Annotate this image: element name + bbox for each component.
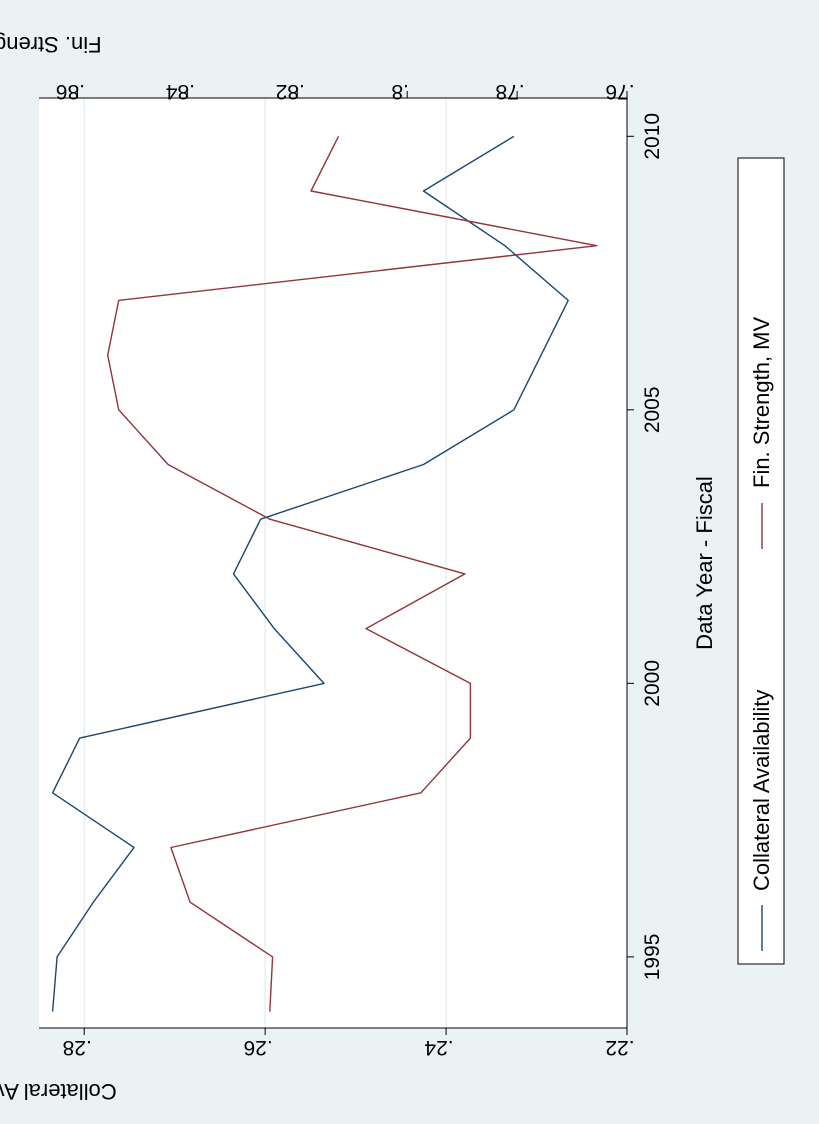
x-axis-title: Data Year - Fiscal [692,476,717,650]
left-y-tick-label: .24 [424,1036,454,1059]
right-y-tick-label: .86 [56,80,85,103]
right-y-tick-label: .8 [391,80,409,103]
legend-box [737,157,785,965]
legend-label-collateral: Collateral Availability [749,690,774,891]
series-line-1 [106,135,598,1012]
right-y-tick-label: .84 [165,80,195,103]
gridlines [83,98,447,1028]
left-y-axis-title: Collateral Availability [0,1079,117,1104]
x-tick-label: 1995 [641,934,664,981]
right-y-axis-title: Fin. Strength, MV [0,32,102,57]
series-line-0 [51,135,569,1012]
axis-ticks: .22 .24 .26 .28 .76 .78 .8 .82 .84 .86 1995 2000 200… [56,80,664,1059]
right-y-tick-label: .78 [495,80,524,103]
plot-area [39,98,627,1028]
right-y-tick-label: .76 [605,80,634,103]
series-lines [51,135,598,1012]
legend: Collateral Availability Fin. Strength, M… [737,157,785,965]
left-y-tick-label: .28 [63,1036,92,1059]
x-tick-label: 2005 [641,386,664,433]
right-y-tick-label: .82 [276,80,305,103]
x-tick-label: 2010 [641,113,664,160]
left-y-tick-label: .22 [605,1036,634,1059]
x-tick-label: 2000 [641,660,664,707]
legend-label-fin-strength: Fin. Strength, MV [749,316,774,488]
left-y-tick-label: .26 [244,1036,273,1059]
